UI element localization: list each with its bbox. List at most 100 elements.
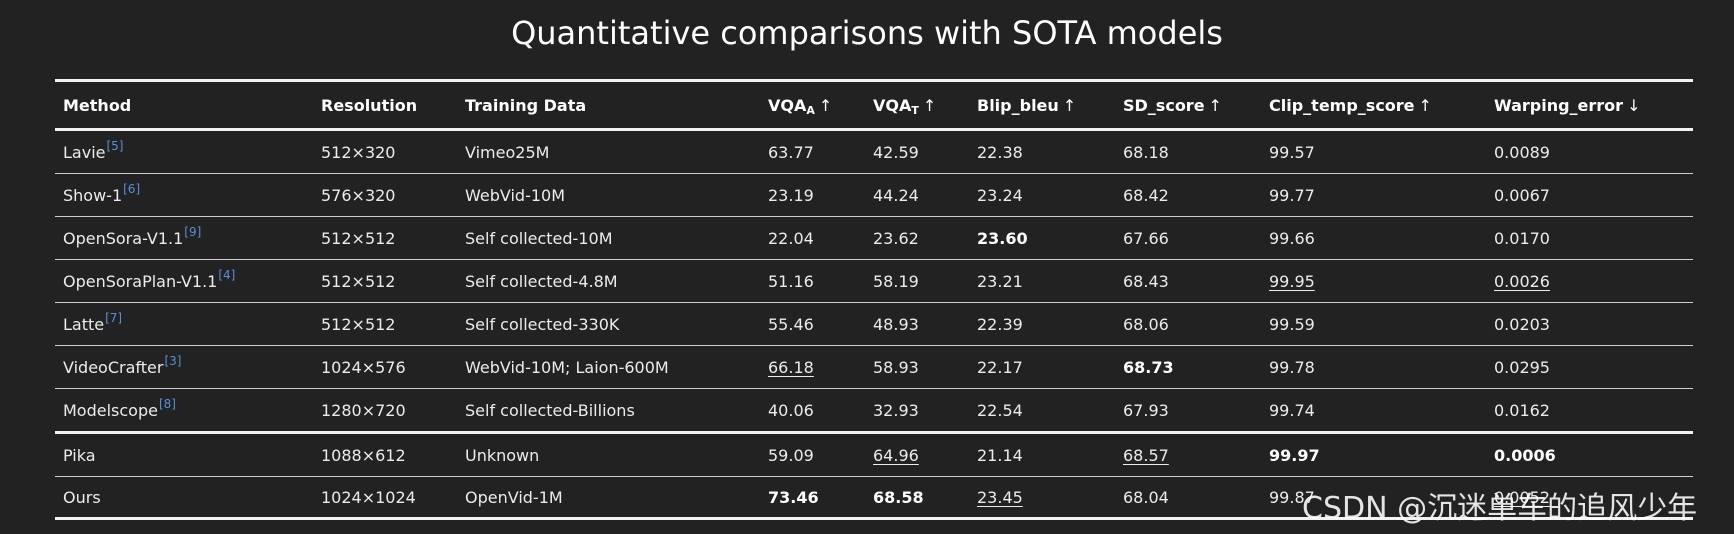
up-arrow-icon: ↑ [1418, 95, 1432, 115]
comparison-table: Method Resolution Training Data VQA A ↑ VQ… [55, 79, 1693, 520]
warping-error-cell: 0.0295 [1494, 357, 1550, 377]
resolution-cell: 512×512 [321, 228, 396, 248]
vqa-a-cell: 23.19 [768, 185, 814, 205]
sd-score-cell: 68.04 [1123, 487, 1169, 507]
table-row: Show-1 [6] 576×320 WebVid-10M 23.19 44.24… [55, 174, 1693, 217]
header-clip-temp-score-label: Clip_temp_score [1269, 95, 1415, 115]
clip-temp-score-cell: 99.87 [1269, 487, 1315, 507]
header-clip-temp-score: Clip_temp_score ↑ [1269, 82, 1432, 128]
citation-link[interactable]: [7] [105, 311, 123, 325]
warping-error-cell: 0.0203 [1494, 314, 1550, 334]
method-name: OpenSoraPlan-V1.1 [63, 271, 218, 291]
up-arrow-icon: ↑ [1062, 95, 1077, 115]
table-header-row: Method Resolution Training Data VQA A ↑ VQ… [55, 82, 1693, 131]
down-arrow-icon: ↓ [1627, 95, 1641, 115]
sd-score-cell: 68.42 [1123, 185, 1169, 205]
citation-link[interactable]: [3] [164, 354, 182, 368]
training-data-cell: WebVid-10M [465, 185, 566, 205]
clip-temp-score-cell: 99.95 [1269, 271, 1315, 291]
header-warping-error: Warping_error ↓ [1494, 82, 1640, 128]
resolution-cell: 512×512 [321, 271, 396, 291]
warping-error-cell: 0.0162 [1494, 400, 1550, 420]
blip-bleu-cell: 23.45 [977, 487, 1023, 507]
training-data-cell: Self collected-10M [465, 228, 613, 248]
citation-link[interactable]: [9] [184, 225, 202, 239]
header-warping-error-label: Warping_error [1494, 95, 1624, 115]
blip-bleu-cell: 22.54 [977, 400, 1023, 420]
blip-bleu-cell: 22.39 [977, 314, 1023, 334]
citation-link[interactable]: [5] [106, 139, 124, 153]
sd-score-cell: 67.66 [1123, 228, 1169, 248]
table-row: Pika 1088×612 Unknown 59.09 64.96 21.14 … [55, 434, 1693, 477]
header-vqa-t-subscript: T [911, 103, 919, 117]
warping-error-cell: 0.0067 [1494, 185, 1550, 205]
clip-temp-score-cell: 99.97 [1269, 445, 1320, 465]
header-training-data: Training Data [465, 95, 587, 115]
resolution-cell: 512×320 [321, 142, 396, 162]
vqa-a-cell: 22.04 [768, 228, 814, 248]
sd-score-cell: 68.06 [1123, 314, 1169, 334]
warping-error-cell: 0.0089 [1494, 142, 1550, 162]
blip-bleu-cell: 22.17 [977, 357, 1023, 377]
sd-score-cell: 67.93 [1123, 400, 1169, 420]
warping-error-cell: 0.0006 [1494, 445, 1556, 465]
header-vqa-t: VQA T ↑ [873, 82, 936, 128]
citation-link[interactable]: [6] [123, 182, 141, 196]
blip-bleu-cell: 23.24 [977, 185, 1023, 205]
header-vqa-a-subscript: A [806, 103, 815, 117]
resolution-cell: 1280×720 [321, 400, 406, 420]
vqa-t-cell: 58.19 [873, 271, 919, 291]
citation-link[interactable]: [8] [158, 397, 176, 411]
header-sd-score: SD_score ↑ [1123, 82, 1222, 128]
citation-link[interactable]: [4] [218, 268, 236, 282]
vqa-t-cell: 48.93 [873, 314, 919, 334]
table-row: VideoCrafter [3] 1024×576 WebVid-10M; Lai… [55, 346, 1693, 389]
warping-error-cell: 0.0026 [1494, 271, 1550, 291]
table-row: Lavie [5] 512×320 Vimeo25M 63.77 42.59 22… [55, 131, 1693, 174]
blip-bleu-cell: 23.60 [977, 228, 1028, 248]
vqa-a-cell: 59.09 [768, 445, 814, 465]
clip-temp-score-cell: 99.77 [1269, 185, 1315, 205]
training-data-cell: Self collected-330K [465, 314, 620, 334]
vqa-t-cell: 32.93 [873, 400, 919, 420]
vqa-t-cell: 58.93 [873, 357, 919, 377]
table-row: Latte [7] 512×512 Self collected-330K 55.… [55, 303, 1693, 346]
training-data-cell: OpenVid-1M [465, 487, 563, 507]
resolution-cell: 1024×1024 [321, 487, 416, 507]
method-cell: Ours [63, 487, 101, 507]
vqa-t-cell: 23.62 [873, 228, 919, 248]
csdn-watermark: CSDN @沉迷单车的追风少年 [1302, 491, 1698, 526]
header-vqa-t-base: VQA [873, 95, 912, 115]
sd-score-cell: 68.43 [1123, 271, 1169, 291]
vqa-t-cell: 68.58 [873, 487, 924, 507]
blip-bleu-cell: 22.38 [977, 142, 1023, 162]
method-cell: VideoCrafter [3] [63, 346, 181, 388]
warping-error-cell: 0.0170 [1494, 228, 1550, 248]
clip-temp-score-cell: 99.78 [1269, 357, 1315, 377]
clip-temp-score-cell: 99.59 [1269, 314, 1315, 334]
table-row: Ours 1024×1024 OpenVid-1M 73.46 68.58 23… [55, 477, 1693, 520]
method-name: Latte [63, 314, 105, 334]
resolution-cell: 512×512 [321, 314, 396, 334]
method-name: Show-1 [63, 185, 123, 205]
training-data-cell: Unknown [465, 445, 540, 465]
vqa-a-cell: 51.16 [768, 271, 814, 291]
method-cell: Lavie [5] [63, 131, 123, 173]
header-blip-bleu: Blip_bleu ↑ [977, 82, 1076, 128]
clip-temp-score-cell: 99.74 [1269, 400, 1315, 420]
sd-score-cell: 68.73 [1123, 357, 1174, 377]
method-cell: OpenSoraPlan-V1.1 [4] [63, 260, 235, 302]
method-cell: OpenSora-V1.1 [9] [63, 217, 201, 259]
training-data-cell: Vimeo25M [465, 142, 550, 162]
vqa-t-cell: 42.59 [873, 142, 919, 162]
vqa-a-cell: 73.46 [768, 487, 819, 507]
header-blip-bleu-label: Blip_bleu [977, 95, 1059, 115]
sd-score-cell: 68.57 [1123, 445, 1169, 465]
warping-error-cell: 0.0052 [1494, 487, 1550, 507]
method-cell: Pika [63, 445, 96, 465]
vqa-a-cell: 66.18 [768, 357, 814, 377]
method-cell: Latte [7] [63, 303, 122, 345]
resolution-cell: 1024×576 [321, 357, 406, 377]
resolution-cell: 1088×612 [321, 445, 406, 465]
training-data-cell: Self collected-Billions [465, 400, 635, 420]
